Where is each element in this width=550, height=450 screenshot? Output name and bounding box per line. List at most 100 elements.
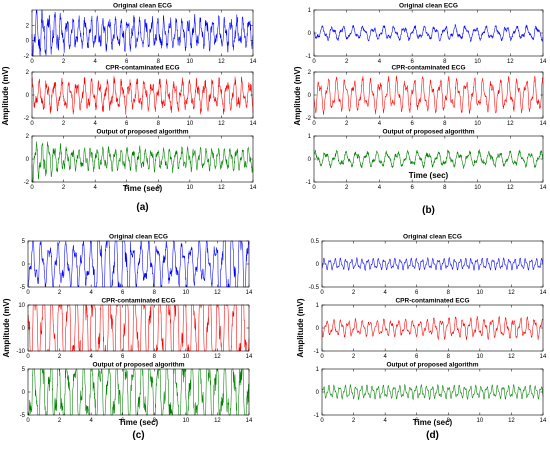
x-tick-label: 14 [246, 354, 253, 360]
x-tick-label: 14 [250, 185, 257, 191]
x-tick-label: 10 [477, 418, 484, 424]
y-tick-label: -2 [24, 54, 30, 60]
x-tick-label: 8 [447, 418, 451, 424]
y-tick-label: -1 [314, 413, 320, 419]
y-tick-label: 0 [26, 157, 30, 163]
x-tick-label: 4 [89, 354, 93, 360]
x-tick-label: 12 [508, 354, 515, 360]
x-tick-label: 6 [415, 418, 419, 424]
x-tick-label: 4 [383, 290, 387, 296]
axes-box [31, 9, 254, 57]
ecg-trace [313, 75, 544, 116]
x-tick-label: 6 [121, 290, 125, 296]
x-tick-label: 4 [378, 185, 382, 191]
panel-a-output-subplot: Output of proposed algorithm 0 2 4 6 8 10 12 14 -… [24, 129, 257, 192]
y-tick-label: -10 [16, 349, 25, 355]
y-tick-label: 1 [308, 134, 312, 140]
panel-label: (a) [136, 202, 148, 213]
y-tick-label: 0.5 [311, 239, 320, 245]
x-tick-label: 2 [62, 121, 66, 127]
x-tick-label: 4 [89, 418, 93, 424]
ecg-trace [31, 9, 254, 57]
x-tick-label: 14 [540, 354, 547, 360]
x-tick-label: 14 [540, 185, 547, 191]
x-tick-label: 4 [383, 354, 387, 360]
y-tick-label: 0 [316, 262, 320, 268]
x-tick-label: 0 [320, 418, 324, 424]
x-tick-label: 0 [320, 290, 324, 296]
subplot-title: CPR-contaminated ECG [395, 298, 469, 305]
ecg-trace [31, 76, 254, 115]
x-tick-label: 2 [352, 290, 356, 296]
ecg-trace [321, 256, 544, 272]
subplot-title: CPR-contaminated ECG [391, 65, 465, 72]
ecg-trace [27, 240, 250, 288]
x-tick-label: 12 [218, 185, 225, 191]
ecg-trace [313, 24, 544, 43]
x-tick-label: 12 [508, 418, 515, 424]
x-tick-label: 12 [507, 121, 514, 127]
y-tick-label: -1 [314, 349, 320, 355]
subplot-title: Original clean ECG [109, 234, 168, 241]
x-tick-label: 14 [250, 121, 257, 127]
x-tick-label: 0 [26, 290, 30, 296]
x-tick-label: 2 [345, 59, 349, 65]
axes-box [313, 71, 544, 119]
axes-box [321, 240, 544, 288]
x-tick-label: 4 [93, 121, 97, 127]
y-tick-label: -2 [306, 116, 312, 122]
y-tick-label: 0 [316, 326, 320, 332]
x-tick-label: 14 [246, 290, 253, 296]
subplot-title: Original clean ECG [403, 234, 462, 241]
y-tick-label: 2 [26, 23, 30, 29]
x-tick-label: 8 [157, 185, 161, 191]
y-tick-label: 5 [22, 367, 26, 373]
x-tick-label: 6 [415, 354, 419, 360]
x-tick-label: 2 [62, 59, 66, 65]
y-tick-label: -1 [306, 180, 312, 186]
y-tick-label: 0 [22, 262, 26, 268]
y-axis-label: Amplitude (mV) [2, 298, 11, 357]
x-tick-label: 12 [214, 290, 221, 296]
axes-box [31, 71, 254, 119]
y-axis-label: Amplitude (mV) [293, 66, 302, 125]
y-tick-label: 0 [308, 157, 312, 163]
y-tick-label: 0 [308, 93, 312, 99]
x-tick-label: 12 [507, 185, 514, 191]
subplot-title: CPR-contaminated ECG [105, 65, 179, 72]
x-tick-label: 6 [125, 121, 129, 127]
x-tick-label: 2 [58, 290, 62, 296]
x-tick-label: 2 [345, 121, 349, 127]
y-tick-label: 2 [26, 70, 30, 76]
x-tick-label: 0 [30, 185, 34, 191]
y-tick-label: 0 [316, 390, 320, 396]
ecg-trace [27, 304, 250, 352]
x-tick-label: 0 [312, 59, 316, 65]
x-tick-label: 2 [352, 354, 356, 360]
x-tick-label: 10 [474, 121, 481, 127]
x-tick-label: 10 [187, 185, 194, 191]
subplot-title: Output of proposed algorithm [382, 129, 474, 136]
x-tick-label: 0 [312, 185, 316, 191]
subplot-title: Output of proposed algorithm [96, 129, 188, 136]
x-tick-label: 6 [415, 290, 419, 296]
subplot-title: Output of proposed algorithm [386, 362, 478, 369]
y-tick-label: 0 [308, 31, 312, 37]
ecg-trace [31, 141, 254, 183]
y-tick-label: -5 [20, 413, 26, 419]
subplot-title: Original clean ECG [113, 3, 172, 10]
x-tick-label: 6 [125, 185, 129, 191]
x-tick-label: 4 [383, 418, 387, 424]
x-tick-label: 6 [125, 59, 129, 65]
x-tick-label: 4 [89, 290, 93, 296]
x-tick-label: 12 [508, 290, 515, 296]
x-axis-label: Time (sec) [123, 184, 163, 193]
